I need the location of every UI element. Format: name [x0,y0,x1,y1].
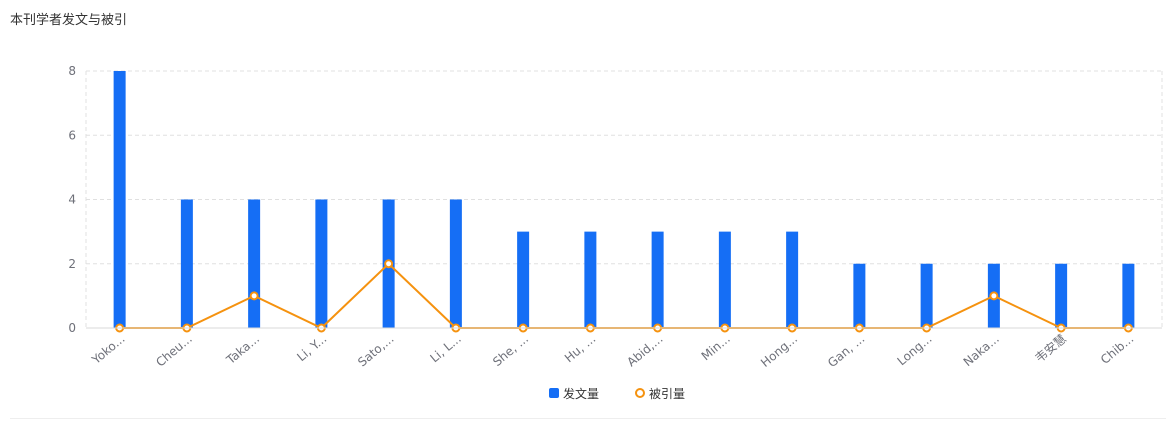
y-tick-label: 4 [68,193,76,207]
line-point [989,291,999,301]
line-point [384,259,394,269]
x-tick-label: Long... [895,332,935,369]
bar [920,263,933,328]
legend-label-citations: 被引量 [649,387,685,401]
bar [718,231,731,328]
x-tick-label: Sato,... [355,332,396,370]
x-tick-label: Cheu... [153,332,194,370]
bar [786,231,799,328]
y-tick-label: 8 [68,64,76,78]
chart-title: 本刊学者发文与被引 [10,13,128,28]
series-line [119,262,1129,330]
y-tick-label: 6 [68,128,76,142]
bar [449,199,462,328]
x-tick-label: Abid,... [624,332,665,370]
line-point [249,291,259,301]
divider [10,418,1166,419]
x-tick-label: 韦安慧 [1032,331,1069,366]
bar [248,199,261,328]
x-tick-label: Hu, ... [562,332,598,366]
grid-lines [85,70,1163,328]
x-tick-label: Taka... [223,332,262,368]
x-tick-label: Li, Y... [294,332,329,365]
bar [113,71,126,328]
y-axis: 0 2 4 6 8 [68,64,76,335]
legend-label-posts: 发文量 [563,386,599,401]
legend-swatch-citations [635,388,645,398]
x-axis: Yoko... Cheu... Taka... Li, Y... Sato,... Li,… [86,327,1162,371]
line-series [115,259,1133,333]
x-tick-label: She, ... [490,332,531,370]
y-tick-label: 2 [68,257,76,271]
bar [180,199,193,328]
x-tick-label: Li, L... [427,332,463,366]
bar [1055,263,1068,328]
bar [315,199,328,328]
y-tick-label: 0 [68,321,76,335]
bar [1122,263,1135,328]
x-tick-label: Chib... [1098,332,1136,367]
x-tick-label: Min... [699,332,733,364]
x-tick-label: Yoko... [89,332,128,368]
bar [853,263,866,328]
x-tick-label: Gan, ... [825,332,867,371]
bar [517,231,530,328]
x-tick-label: Hong... [758,332,800,370]
bar [651,231,664,328]
legend-swatch-posts [549,388,559,398]
bar-series [113,71,1135,328]
bar [584,231,597,328]
x-tick-label: Naka... [961,332,1002,370]
legend[interactable]: 发文量 被引量 [549,386,685,401]
